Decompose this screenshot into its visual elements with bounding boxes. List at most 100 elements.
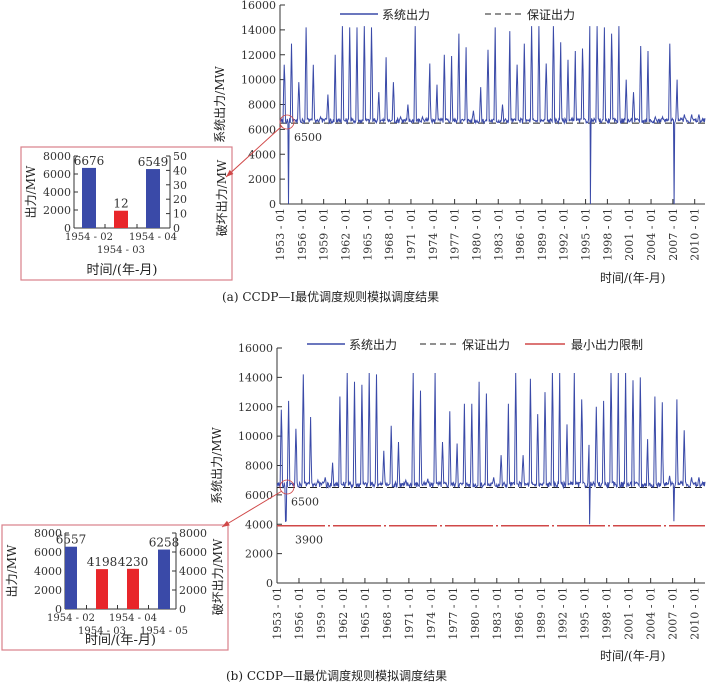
system-output-series: [276, 372, 706, 525]
figure-caption: (b) CCDP—Ⅱ最优调度规则模拟调度结果: [226, 668, 447, 683]
bar-value-label: 6258: [149, 536, 180, 550]
legend-system-output: 系统出力: [349, 338, 397, 352]
bar: [146, 169, 160, 228]
bar-value-label: 12: [113, 197, 128, 211]
y-axis-label: 出力/MW: [5, 544, 19, 597]
y-tick-label: 8000: [43, 150, 71, 163]
bar: [82, 167, 96, 228]
x-tick-label: 1992 - 01: [558, 208, 571, 261]
callout-arrow-head: [226, 169, 234, 177]
x-tick-label: 1971 - 01: [403, 587, 416, 640]
bar: [114, 210, 128, 228]
x-tick-label: 1954 - 04: [109, 613, 157, 624]
highlight-circle: [279, 114, 295, 130]
x-tick-label: 1956 - 01: [296, 208, 309, 261]
bar: [96, 569, 108, 609]
x-tick-label: 1998 - 01: [601, 208, 614, 261]
y2-axis-label: 破坏出力/MW: [210, 538, 225, 615]
min-output-label: 3900: [295, 534, 323, 547]
x-tick-label: 2004 - 01: [645, 587, 658, 640]
x-tick-label: 1968 - 01: [383, 208, 396, 261]
y-tick-label: 4000: [43, 186, 71, 199]
x-tick-label: 1956 - 01: [293, 587, 306, 640]
x-tick-label: 2007 - 01: [667, 208, 680, 261]
y-tick-label: 8000: [34, 527, 62, 540]
y-tick-label: 10000: [238, 430, 273, 443]
b-inset-chart: 0200040006000800002000400060008000655719…: [1, 490, 283, 651]
y2-tick-label: 0: [179, 603, 186, 616]
x-axis-label: 时间/(年-月): [600, 649, 665, 663]
x-tick-label: 1953 - 01: [271, 587, 284, 640]
y-axis-label: 出力/MW: [24, 165, 38, 218]
x-tick-label: 2007 - 01: [667, 587, 680, 640]
guaranteed-output-label: 6500: [291, 496, 319, 509]
y-tick-label: 4000: [34, 565, 62, 578]
x-tick-label: 1992 - 01: [557, 587, 570, 640]
y2-tick-label: 20: [173, 193, 187, 206]
y2-tick-label: 10: [173, 208, 187, 221]
y-tick-label: 2000: [245, 548, 273, 561]
y2-axis-label: 破坏出力/MW: [214, 159, 229, 236]
y2-tick-label: 8000: [179, 527, 207, 540]
y2-tick-label: 0: [173, 222, 180, 235]
y-tick-label: 4000: [248, 148, 276, 161]
x-tick-label: 1977 - 01: [449, 208, 462, 261]
y-tick-label: 6000: [34, 546, 62, 559]
y-tick-label: 2000: [34, 584, 62, 597]
y2-tick-label: 50: [173, 150, 187, 163]
legend-guaranteed-output: 保证出力: [527, 8, 575, 22]
y-tick-label: 16000: [238, 342, 273, 355]
x-tick-label: 1983 - 01: [491, 587, 504, 640]
y2-tick-label: 4000: [179, 565, 207, 578]
y-tick-label: 0: [55, 603, 62, 616]
x-tick-label: 1983 - 01: [492, 208, 505, 261]
system-output-series: [279, 26, 706, 205]
y-tick-label: 10000: [241, 74, 276, 87]
figure-caption: (a) CCDP—Ⅰ最优调度规则模拟调度结果: [222, 289, 439, 304]
x-tick-label: 2004 - 01: [645, 208, 658, 261]
y-tick-label: 14000: [238, 371, 273, 384]
x-tick-label: 1954 - 03: [97, 245, 145, 256]
x-tick-label: 1989 - 01: [536, 208, 549, 261]
legend-min-output: 最小出力限制: [571, 338, 643, 352]
highlight-circle: [279, 479, 295, 495]
y-tick-label: 16000: [241, 0, 276, 12]
x-tick-label: 1954 - 02: [47, 613, 95, 624]
callout-arrow-head: [222, 520, 230, 527]
bar-value-label: 6676: [74, 154, 105, 168]
y-tick-label: 0: [64, 222, 71, 235]
bar-value-label: 4230: [118, 555, 149, 569]
x-tick-label: 1974 - 01: [427, 208, 440, 261]
y2-tick-label: 40: [173, 164, 187, 177]
a-main-chart: 0 2000 4000 6000 8000 10000 12000 14000 16000 195…: [213, 0, 706, 304]
y-tick-label: 4000: [245, 518, 273, 531]
x-tick-label: 1977 - 01: [447, 587, 460, 640]
y-tick-label: 6000: [245, 489, 273, 502]
x-tick-label: 1995 - 01: [579, 587, 592, 640]
x-tick-label: 1959 - 01: [318, 208, 331, 261]
y-tick-label: 6000: [248, 123, 276, 136]
b-main-chart: 0 2000 4000 6000 8000 10000 12000 14000 16000 195…: [210, 338, 706, 683]
y-tick-label: 8000: [248, 99, 276, 112]
y2-tick-label: 30: [173, 179, 187, 192]
x-axis-label: 时间/(年-月): [87, 263, 158, 278]
y-axis-label: 系统出力/MW: [210, 427, 224, 504]
bar-value-label: 4198: [87, 555, 118, 569]
x-tick-label: 1968 - 01: [381, 587, 394, 640]
y-tick-label: 0: [269, 198, 276, 211]
y-tick-label: 12000: [241, 49, 276, 62]
x-tick-label: 1954 - 05: [140, 626, 188, 637]
y2-tick-label: 6000: [179, 546, 207, 559]
x-tick-label: 1971 - 01: [405, 208, 418, 261]
callout-arrow-line: [221, 490, 283, 528]
x-tick-label: 1953 - 01: [274, 208, 287, 261]
x-tick-label: 2010 - 01: [689, 208, 702, 261]
x-tick-label: 1962 - 01: [339, 208, 352, 261]
x-tick-label: 1998 - 01: [601, 587, 614, 640]
bar: [127, 568, 139, 609]
y-tick-label: 2000: [43, 204, 71, 217]
bar-value-label: 6549: [138, 155, 169, 169]
x-tick-label: 1989 - 01: [535, 587, 548, 640]
